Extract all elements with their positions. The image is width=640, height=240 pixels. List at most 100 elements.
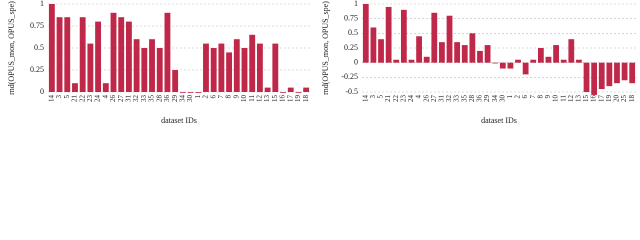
x-axis-label: dataset IDs [161,116,197,125]
x-tick-label: 30 [186,95,194,103]
x-tick-label: 24 [407,95,415,103]
y-tick-label: 0.5 [34,43,44,52]
x-tick-label: 10 [552,95,560,103]
bar [545,56,552,63]
x-tick-label: 26 [422,95,430,103]
y-tick-label: 0.25 [344,43,358,52]
x-tick-label: 10 [240,95,248,103]
x-tick-label: 4 [415,95,423,99]
bar [400,9,407,63]
bar [530,59,537,63]
y-tick-label: 0.25 [30,65,44,74]
bar [416,36,422,63]
y-tick-label: 0.75 [344,13,358,22]
bar [110,12,117,92]
bar [606,62,613,87]
x-tick-label: 2 [202,95,210,99]
x-tick-label: 3 [55,95,63,99]
bar [218,43,225,92]
y-tick-label: 0 [40,87,44,96]
bar [102,83,109,92]
x-tick-label: 35 [460,95,468,103]
bar [461,45,468,63]
x-tick-label: 19 [294,95,302,103]
y-tick-label: 0.5 [348,28,358,37]
bar [272,43,279,92]
x-tick-label: 1 [194,95,202,99]
x-tick-label: 5 [377,95,385,99]
x-tick-label: 36 [476,95,484,103]
x-tick-label: 19 [605,95,613,103]
x-tick-label: 33 [453,95,461,103]
bar [469,33,476,63]
bar [378,39,384,63]
x-tick-label: 16 [590,95,598,103]
y-tick-label: 1 [40,0,44,8]
bar [537,48,544,63]
x-tick-label: 31 [125,95,133,103]
x-tick-label: 14 [47,95,55,103]
bar [484,45,491,63]
y-tick-label: -0.5 [345,87,358,96]
x-tick-label: 11 [248,95,256,102]
x-tick-label: 34 [491,95,499,103]
x-axis-label: dataset IDs [481,116,517,125]
bar [125,21,132,93]
x-tick-label: 27 [117,94,125,102]
x-tick-label: 17 [597,95,605,103]
x-tick-label: 6 [521,95,529,99]
y-tick-label: 0.75 [30,21,44,30]
x-tick-label: 18 [302,95,310,103]
x-tick-label: 30 [498,95,506,103]
x-tick-label: 12 [256,95,264,103]
x-tick-label: 21 [384,95,392,103]
x-tick-label: 9 [544,95,552,99]
x-tick-label: 35 [148,95,156,103]
bar [591,62,598,95]
bar [249,34,256,92]
bar [210,48,217,92]
bar [393,59,400,63]
bar [79,17,86,93]
bar [515,59,521,63]
x-tick-label: 7 [217,95,225,99]
x-tick-label: 29 [171,95,179,103]
x-tick-label: 6 [209,95,217,99]
bar [164,12,171,92]
bar [141,48,148,92]
x-tick-label: 25 [620,95,628,103]
bar [598,62,605,90]
bar [560,59,567,63]
x-tick-label: 23 [86,95,94,103]
x-tick-label: 15 [271,95,279,103]
bar [499,62,506,69]
x-tick-label: 13 [263,95,271,103]
bar [56,17,63,93]
bar [576,59,582,63]
bar [568,39,575,63]
x-tick-label: 29 [483,95,491,103]
bar [233,39,240,92]
x-tick-label: 36 [163,95,171,103]
bar [492,62,499,64]
bar [621,62,628,81]
y-tick-label: 1 [354,0,358,8]
bar [156,48,163,92]
bar [370,27,377,63]
x-tick-label: 27 [430,95,438,103]
x-tick-label: 7 [529,95,537,99]
x-tick-label: 31 [438,95,446,103]
x-tick-label: 34 [178,95,186,103]
bar [118,17,125,93]
bar [431,12,438,63]
bar [303,87,310,92]
y-tick-label: 0 [354,57,358,66]
x-tick-label: 4 [101,95,109,99]
bar [195,92,202,93]
y-tick-label: -0.25 [341,72,358,81]
bar [187,92,194,93]
x-tick-label: 8 [536,95,544,99]
bar [280,92,286,93]
bar [629,62,636,84]
x-tick-label: 14 [361,95,369,103]
